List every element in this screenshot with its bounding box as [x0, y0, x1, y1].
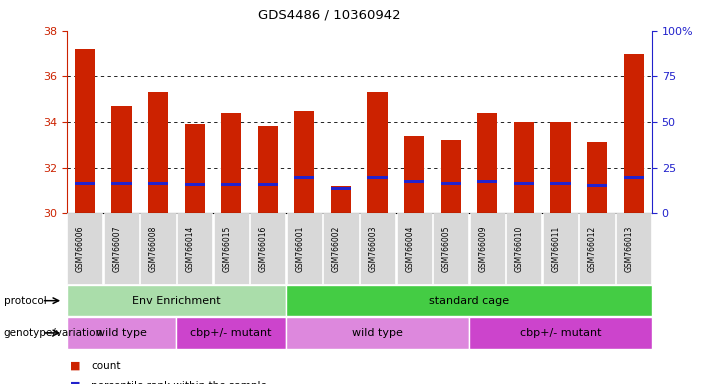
Text: GSM766001: GSM766001 — [295, 225, 304, 272]
Bar — [258, 126, 278, 213]
Bar — [514, 182, 534, 185]
Bar — [514, 122, 534, 213]
Bar — [404, 180, 424, 183]
Text: GSM766015: GSM766015 — [222, 225, 231, 272]
Text: GSM766002: GSM766002 — [332, 225, 341, 272]
Text: wild type: wild type — [352, 328, 403, 338]
Text: count: count — [91, 361, 121, 371]
Bar — [184, 124, 205, 213]
Bar — [221, 183, 241, 186]
Bar — [624, 53, 644, 213]
Bar — [441, 182, 461, 185]
Bar — [331, 186, 351, 213]
Bar — [111, 182, 132, 185]
Text: Env Enrichment: Env Enrichment — [132, 296, 221, 306]
Bar — [184, 183, 205, 186]
Bar — [111, 106, 132, 213]
Bar — [477, 113, 498, 213]
Bar — [587, 142, 607, 213]
Text: GSM766012: GSM766012 — [588, 225, 597, 272]
Text: ■: ■ — [70, 381, 81, 384]
Text: GSM766013: GSM766013 — [625, 225, 634, 272]
Bar — [404, 136, 424, 213]
Bar — [75, 182, 95, 185]
Text: cbp+/- mutant: cbp+/- mutant — [191, 328, 272, 338]
Bar — [148, 92, 168, 213]
Text: GSM766011: GSM766011 — [552, 225, 561, 272]
Text: ■: ■ — [70, 361, 81, 371]
Bar — [624, 176, 644, 179]
Text: GSM766004: GSM766004 — [405, 225, 414, 272]
Text: GSM766007: GSM766007 — [112, 225, 121, 272]
Bar — [477, 180, 498, 183]
Bar — [367, 92, 388, 213]
Bar — [587, 184, 607, 187]
Bar — [148, 182, 168, 185]
Text: protocol: protocol — [4, 296, 46, 306]
Bar — [221, 113, 241, 213]
Text: GSM766014: GSM766014 — [186, 225, 195, 272]
Text: GSM766003: GSM766003 — [369, 225, 378, 272]
Text: percentile rank within the sample: percentile rank within the sample — [91, 381, 267, 384]
Text: GSM766010: GSM766010 — [515, 225, 524, 272]
Bar — [294, 176, 315, 179]
Text: GDS4486 / 10360942: GDS4486 / 10360942 — [258, 8, 401, 22]
Bar — [258, 183, 278, 186]
Text: GSM766005: GSM766005 — [442, 225, 451, 272]
Text: cbp+/- mutant: cbp+/- mutant — [519, 328, 601, 338]
Text: GSM766016: GSM766016 — [259, 225, 268, 272]
Bar — [294, 111, 315, 213]
Text: GSM766009: GSM766009 — [478, 225, 487, 272]
Bar — [550, 182, 571, 185]
Text: wild type: wild type — [96, 328, 147, 338]
Text: GSM766008: GSM766008 — [149, 225, 158, 272]
Text: genotype/variation: genotype/variation — [4, 328, 102, 338]
Bar — [550, 122, 571, 213]
Text: GSM766006: GSM766006 — [76, 225, 85, 272]
Bar — [367, 176, 388, 179]
Bar — [441, 140, 461, 213]
Bar — [331, 187, 351, 190]
Bar — [75, 49, 95, 213]
Text: standard cage: standard cage — [429, 296, 509, 306]
